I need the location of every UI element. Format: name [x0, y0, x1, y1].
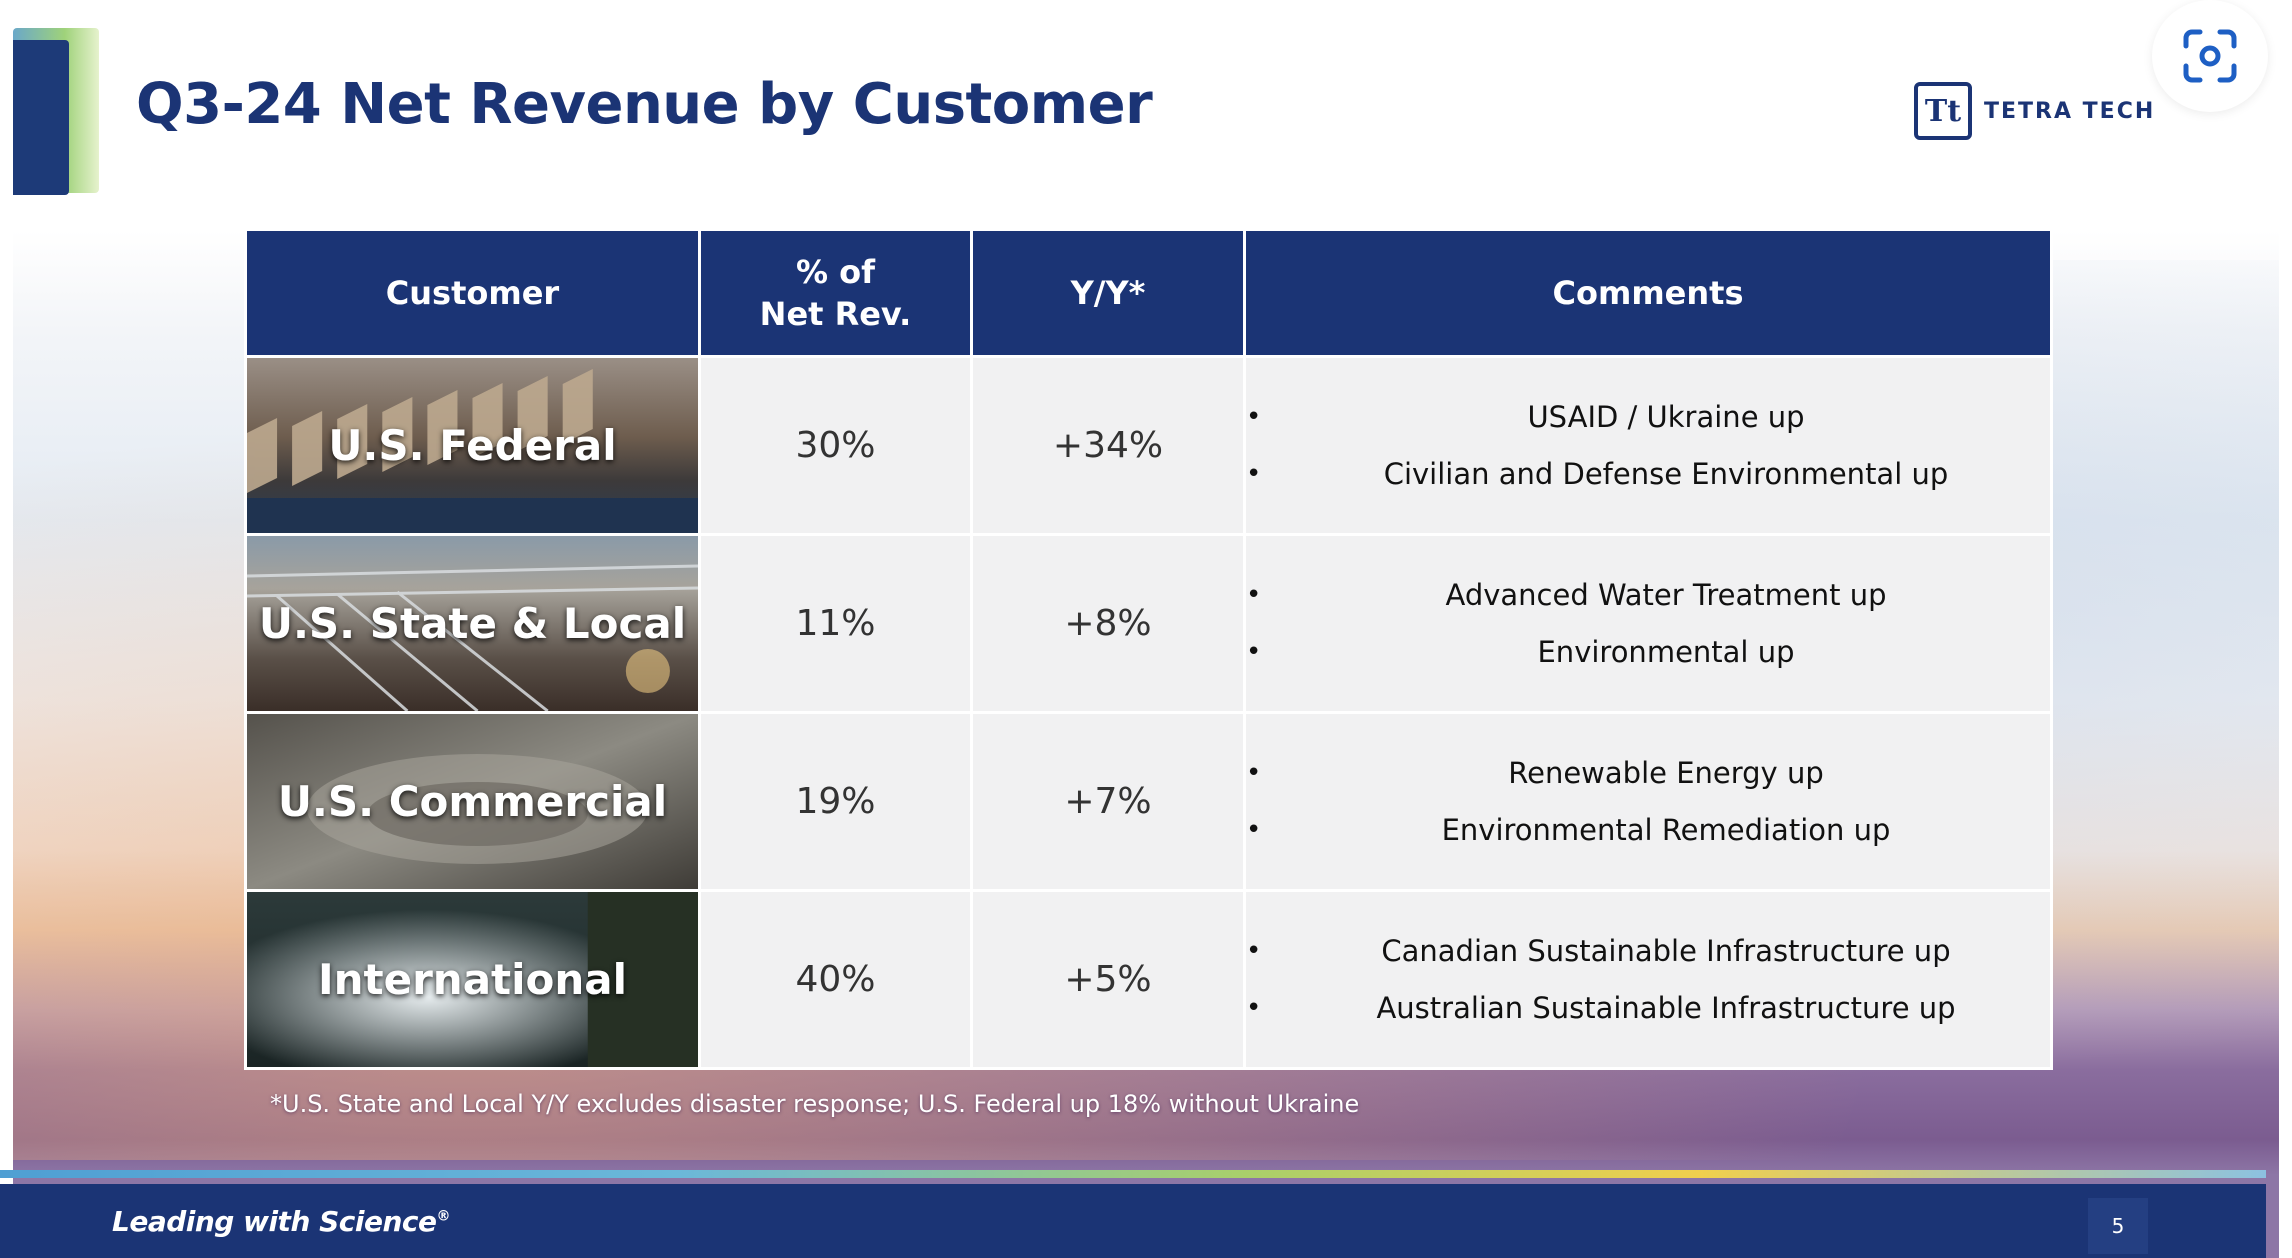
tagline-text: Leading with Science [112, 1205, 437, 1238]
water-treatment-photo [248, 537, 697, 710]
comments-list: Renewable Energy up Environmental Remedi… [1246, 745, 2050, 859]
comment-item: Australian Sustainable Infrastructure up [1246, 980, 2050, 1037]
comment-item: Environmental Remediation up [1246, 802, 2050, 859]
footer-tagline: Leading with Science® [112, 1205, 450, 1238]
dam-photo [248, 359, 697, 532]
pct-cell: 40% [698, 889, 973, 1070]
table-row: U.S. Federal 30% +34% USAID / Ukraine up… [244, 355, 2053, 536]
pct-cell: 11% [698, 533, 973, 714]
slide-title: Q3-24 Net Revenue by Customer [136, 72, 1153, 137]
revenue-table: Customer % of Net Rev. Y/Y* Comments [244, 228, 2053, 1070]
footer-bar [0, 1184, 2266, 1258]
comment-item: Advanced Water Treatment up [1246, 567, 2050, 624]
table-row: U.S. State & Local 11% +8% Advanced Wate… [244, 533, 2053, 714]
waterfall-dam-photo [248, 893, 697, 1066]
pct-cell: 30% [698, 355, 973, 536]
comment-item: Canadian Sustainable Infrastructure up [1246, 923, 2050, 980]
footnote: *U.S. State and Local Y/Y excludes disas… [270, 1090, 1360, 1118]
comments-cell: Advanced Water Treatment up Environmenta… [1243, 533, 2053, 714]
pct-cell: 19% [698, 711, 973, 892]
logo-mark: Tt [1914, 82, 1972, 140]
header-comments: Comments [1243, 228, 2053, 358]
scan-text-icon [2183, 29, 2237, 83]
customer-photo-commercial: U.S. Commercial [244, 711, 701, 892]
comments-list: USAID / Ukraine up Civilian and Defense … [1246, 389, 2050, 503]
scan-text-button[interactable] [2152, 0, 2268, 112]
customer-photo-state-local: U.S. State & Local [244, 533, 701, 714]
customer-label: U.S. Federal [328, 421, 617, 470]
comment-item: USAID / Ukraine up [1246, 389, 2050, 446]
comment-item: Environmental up [1246, 624, 2050, 681]
comments-list: Canadian Sustainable Infrastructure up A… [1246, 923, 2050, 1037]
comment-item: Renewable Energy up [1246, 745, 2050, 802]
footer-rainbow-stripe [0, 1170, 2266, 1178]
logo-text: TETRA TECH [1984, 98, 2156, 124]
customer-photo-federal: U.S. Federal [244, 355, 701, 536]
comment-item: Civilian and Defense Environmental up [1246, 446, 2050, 503]
comments-cell: Renewable Energy up Environmental Remedi… [1243, 711, 2053, 892]
page-number: 5 [2088, 1198, 2148, 1254]
header-pct-line1: % of [795, 253, 876, 291]
registered-mark: ® [436, 1208, 451, 1225]
customer-photo-international: International [244, 889, 701, 1070]
header-yy: Y/Y* [970, 228, 1246, 358]
header-customer: Customer [244, 228, 701, 358]
comments-list: Advanced Water Treatment up Environmenta… [1246, 567, 2050, 681]
header-pct-net-rev: % of Net Rev. [698, 228, 973, 358]
yy-cell: +34% [970, 355, 1246, 536]
table-header-row: Customer % of Net Rev. Y/Y* Comments [244, 228, 2053, 358]
customer-label: International [317, 955, 627, 1004]
comments-cell: Canadian Sustainable Infrastructure up A… [1243, 889, 2053, 1070]
table-row: U.S. Commercial 19% +7% Renewable Energy… [244, 711, 2053, 892]
table-row: International 40% +5% Canadian Sustainab… [244, 889, 2053, 1070]
tetra-tech-logo: Tt TETRA TECH [1914, 82, 2155, 140]
yy-cell: +8% [970, 533, 1246, 714]
mine-site-photo [248, 715, 697, 888]
yy-cell: +5% [970, 889, 1246, 1070]
corner-block [13, 40, 69, 195]
yy-cell: +7% [970, 711, 1246, 892]
customer-label: U.S. Commercial [277, 777, 668, 826]
customer-label: U.S. State & Local [258, 599, 687, 648]
comments-cell: USAID / Ukraine up Civilian and Defense … [1243, 355, 2053, 536]
header-pct-line2: Net Rev. [759, 295, 912, 333]
